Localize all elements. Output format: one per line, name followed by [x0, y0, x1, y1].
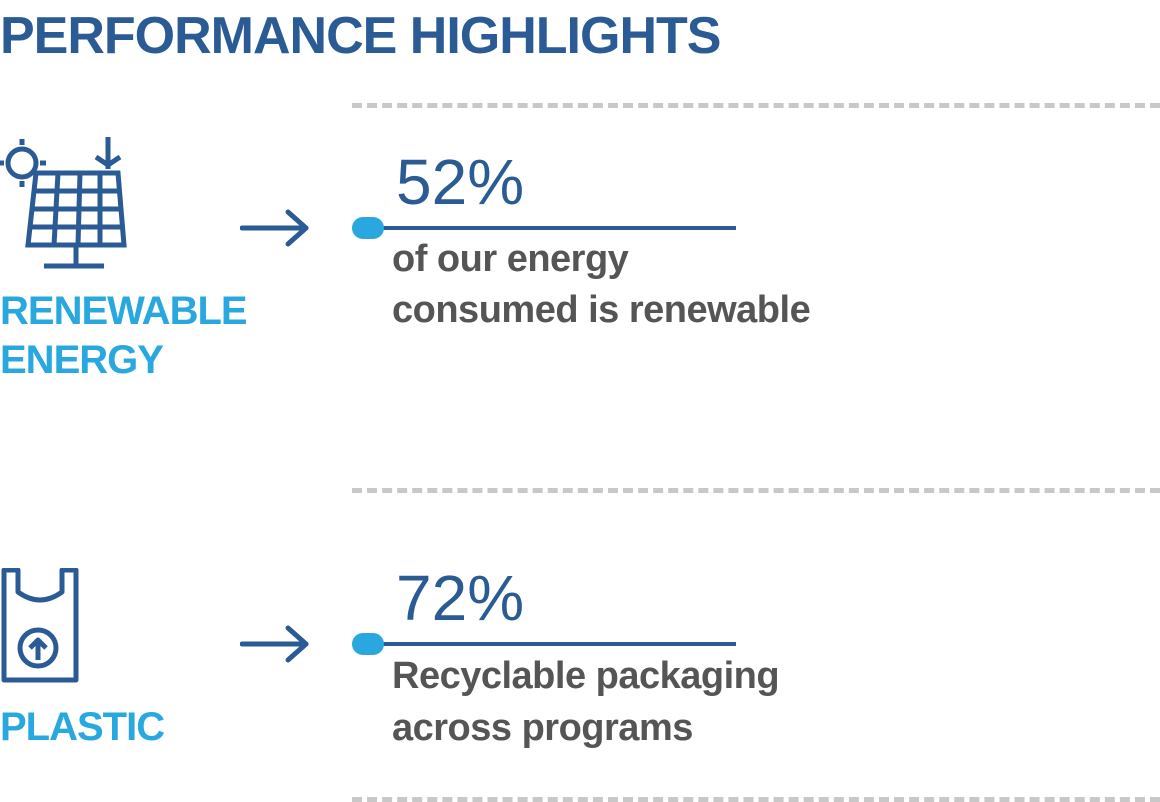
stat-description-line1: Recyclable packaging [392, 655, 780, 697]
stat-value: 72% [396, 562, 525, 634]
page-title: PERFORMANCE HIGHLIGHTS [0, 7, 721, 65]
category-label-line2: ENERGY [0, 338, 164, 382]
divider [352, 488, 1160, 493]
stat-underline [352, 633, 736, 655]
stat-description-line1: of our energy [392, 238, 629, 280]
category-label-line1: PLASTIC [0, 705, 165, 749]
stat-description-line2: consumed is renewable [392, 289, 811, 331]
divider [352, 797, 1160, 802]
solar-panel-icon [0, 133, 140, 278]
divider [352, 103, 1160, 108]
arrow-right-icon [239, 208, 312, 253]
category-label-line1: RENEWABLE [0, 289, 248, 333]
arrow-right-icon [239, 624, 312, 669]
stat-value: 52% [396, 146, 525, 218]
stat-underline [352, 217, 736, 239]
plastic-bag-icon [0, 567, 84, 693]
stat-description-line2: across programs [392, 707, 693, 749]
